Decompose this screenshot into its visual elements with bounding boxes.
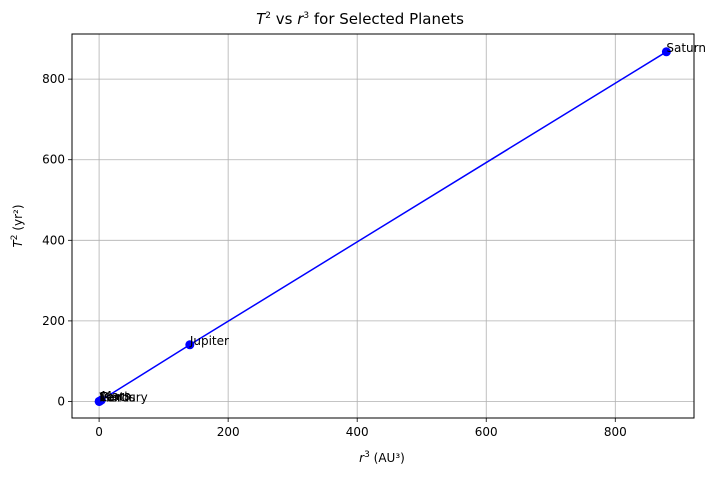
data-points (94, 47, 671, 406)
chart-title: T2 vs r3 for Selected Planets (256, 10, 464, 28)
x-tick-label: 200 (217, 425, 240, 439)
y-ticks: 0 200 400 600 800 (42, 72, 72, 408)
ylabel-t: T (11, 239, 25, 248)
series-line-path (98, 51, 667, 403)
point-label: Earth (100, 390, 132, 404)
data-point (185, 340, 195, 350)
point-label: Mars (101, 389, 130, 403)
y-tick-label: 600 (42, 153, 65, 167)
y-tick-label: 0 (57, 394, 65, 408)
data-point (96, 395, 106, 405)
x-axis-label: r3 (AU³) (359, 450, 405, 465)
title-t-exp: 2 (265, 11, 271, 21)
title-r-exp: 3 (303, 11, 309, 21)
x-tick-label: 800 (604, 425, 627, 439)
data-point (661, 47, 671, 57)
point-label: Saturn (666, 41, 706, 55)
title-rest: for Selected Planets (309, 10, 464, 28)
y-tick-label: 400 (42, 233, 65, 247)
y-axis-label: T2 (yr²) (10, 204, 25, 247)
grid (72, 34, 694, 418)
x-ticks: 0 200 400 600 800 (95, 418, 627, 439)
xlabel-unit: (AU³) (370, 451, 405, 465)
ylabel-unit: (yr²) (11, 204, 25, 234)
title-r: r (297, 10, 304, 28)
ylabel-exp: 2 (10, 234, 20, 240)
title-t: T (256, 10, 267, 28)
series-line (98, 51, 667, 403)
x-tick-label: 0 (95, 425, 103, 439)
y-tick-label: 200 (42, 314, 65, 328)
x-tick-label: 600 (475, 425, 498, 439)
title-vs: vs (271, 10, 297, 28)
point-label: Venus (99, 390, 135, 404)
xlabel-r: r (359, 451, 365, 465)
x-tick-label: 400 (346, 425, 369, 439)
point-label: Mercury (99, 390, 148, 404)
plot-frame (71, 33, 695, 419)
y-tick-label: 800 (42, 72, 65, 86)
point-label: Jupiter (189, 334, 229, 348)
xlabel-exp: 3 (364, 450, 370, 460)
